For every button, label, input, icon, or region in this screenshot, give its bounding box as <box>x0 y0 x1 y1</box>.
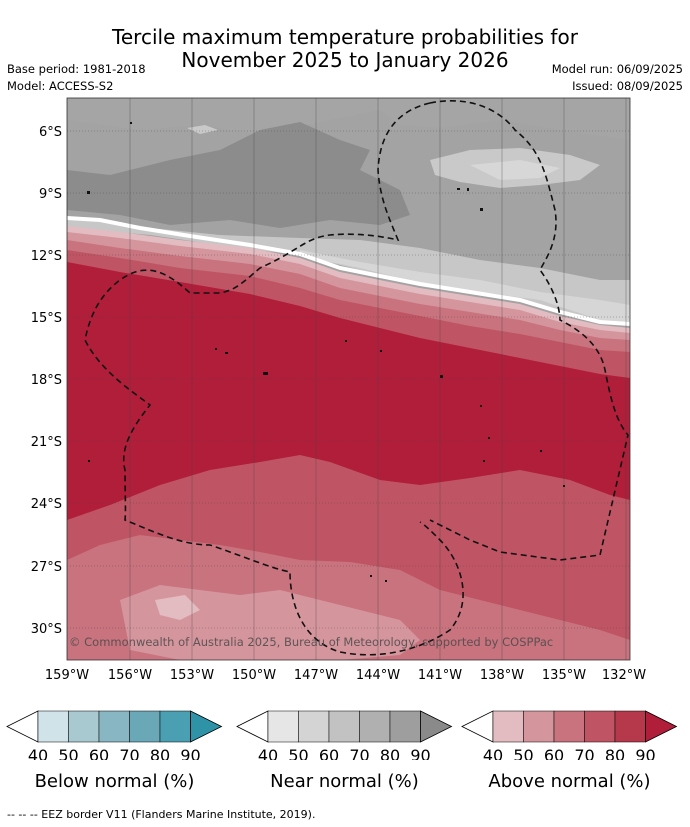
legend-below-min-arrow <box>6 710 39 743</box>
legend-near-swatch <box>359 710 391 743</box>
model-name: Model: ACCESS-S2 <box>7 79 114 93</box>
base-period: Base period: 1981-2018 <box>7 62 146 76</box>
legend-above-swatch <box>523 710 555 743</box>
lon-label: 144°W <box>356 668 400 683</box>
legend-below-tick: 70 <box>119 746 139 760</box>
legend-below-swatch <box>98 710 130 743</box>
legend-above-tick: 70 <box>574 746 594 760</box>
legend-above-tick: 60 <box>544 746 564 760</box>
legend-below-swatch <box>129 710 161 743</box>
lon-label: 150°W <box>232 668 276 683</box>
title-line-1: Tercile maximum temperature probabilitie… <box>112 25 578 49</box>
legend-near-max-arrow <box>420 710 453 743</box>
legend-below-tick: 50 <box>58 746 78 760</box>
lon-label: 141°W <box>418 668 462 683</box>
legend-near-tick: 80 <box>380 746 400 760</box>
lon-label: 132°W <box>602 668 646 683</box>
legend-below-swatch <box>37 710 69 743</box>
legend-above-swatch <box>584 710 616 743</box>
map-fill <box>67 98 630 660</box>
lat-label: 27°S <box>31 560 62 575</box>
lon-label: 153°W <box>170 668 214 683</box>
lat-label: 18°S <box>31 373 62 388</box>
legend-label-below: Below normal (%) <box>34 771 195 792</box>
legend-above-tick: 80 <box>605 746 625 760</box>
lat-label: 12°S <box>31 249 62 264</box>
lat-label: 9°S <box>39 187 62 202</box>
lon-label: 138°W <box>480 668 524 683</box>
legend-above-min-arrow <box>461 710 494 743</box>
legend-label-near: Near normal (%) <box>270 771 419 792</box>
eez-borders <box>84 100 629 656</box>
legend-above-max-arrow <box>645 710 678 743</box>
lon-label: 159°W <box>45 668 89 683</box>
lat-label: 24°S <box>31 497 62 512</box>
legend-near-tick: 50 <box>288 746 308 760</box>
legend-above-tick: 50 <box>513 746 533 760</box>
legend-below-tick: 90 <box>180 746 200 760</box>
lat-label: 21°S <box>31 435 62 450</box>
title-line-2: November 2025 to January 2026 <box>181 48 509 72</box>
lat-label: 30°S <box>31 622 62 637</box>
legend-below-tick: 80 <box>150 746 170 760</box>
legend-near-tick: 90 <box>410 746 430 760</box>
legend-below-swatch <box>159 710 191 743</box>
legends: 40 50 60 70 80 90 40 50 60 70 80 90 40 50 60 70 80 90 <box>6 710 678 760</box>
legend-near-swatch <box>389 710 421 743</box>
issued-date: Issued: 08/09/2025 <box>572 79 683 93</box>
legend-near-tick: 70 <box>349 746 369 760</box>
lat-label: 15°S <box>31 311 62 326</box>
eez-footnote: -- -- -- EEZ border V11 (Flanders Marine… <box>7 808 316 821</box>
legend-near-swatch <box>328 710 360 743</box>
legend-label-above: Above normal (%) <box>488 771 651 792</box>
legend-below-tick: 60 <box>89 746 109 760</box>
legend-below-max-arrow <box>190 710 223 743</box>
lon-label: 135°W <box>542 668 586 683</box>
legend-above-tick: 90 <box>635 746 655 760</box>
legend-near-swatch <box>298 710 330 743</box>
legend-near-min-arrow <box>236 710 269 743</box>
legend-above-swatch <box>492 710 524 743</box>
legend-near-tick: 60 <box>319 746 339 760</box>
probability-map: 6°S 9°S 12°S 15°S 18°S 21°S 24°S 27°S 30… <box>31 97 646 683</box>
model-run: Model run: 06/09/2025 <box>551 62 683 76</box>
legend-below-swatch <box>68 710 100 743</box>
lat-label: 6°S <box>39 125 62 140</box>
lon-label: 147°W <box>294 668 338 683</box>
legend-near-swatch <box>267 710 299 743</box>
copyright-notice: © Commonwealth of Australia 2025, Bureau… <box>69 635 553 649</box>
legend-above-swatch <box>614 710 646 743</box>
lon-label: 156°W <box>108 668 152 683</box>
legend-below-tick: 40 <box>28 746 48 760</box>
legend-above-tick: 40 <box>483 746 503 760</box>
legend-near-tick: 40 <box>258 746 278 760</box>
legend-above-swatch <box>553 710 585 743</box>
